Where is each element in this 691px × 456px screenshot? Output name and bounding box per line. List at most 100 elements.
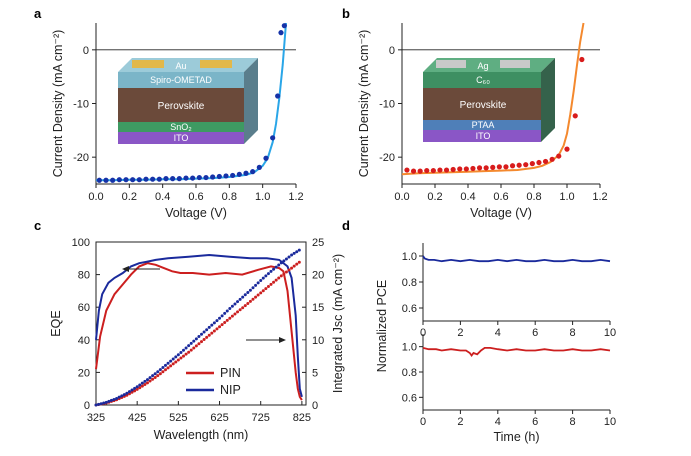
jsc-dot [143,382,147,386]
jsc-dot [284,270,288,274]
jsc-dot [197,342,201,346]
data-point [523,162,529,168]
etl-label: SnO₂ [170,122,192,132]
jsc-dot [297,248,301,252]
panel-c: c 325 425 525 625 725 82502040608010005101520… [34,218,345,442]
jsc-dot [197,335,201,339]
y2-tick-label: 5 [312,367,318,379]
x-tick-label: 1.2 [592,191,607,203]
data-point [529,161,535,167]
data-point [170,176,176,182]
jsc-dot [174,360,178,364]
jsc-dot [210,331,214,335]
data-point [572,113,578,119]
data-point [281,23,287,29]
jsc-dot [148,376,152,380]
jsc-dot [284,257,288,261]
fit-curve [401,22,585,176]
jsc-dot [158,372,162,376]
jsc-dot [297,260,301,264]
panel-b: b 0.0 0.2 0.4 0.6 0.8 1.0 1.2 0 -10 -20 Voltage (V… [342,6,608,220]
pce-trace [422,347,611,358]
jsc-dot [156,370,160,374]
data-point [176,176,182,182]
y-tick-label: 0 [389,45,395,57]
data-point [404,167,410,173]
y-tick-label: 0.8 [402,277,417,289]
data-point [96,177,102,183]
jsc-dot [200,340,204,344]
data-point [490,164,496,170]
jsc-dot [169,359,173,363]
jsc-dot [225,309,229,313]
data-point [216,173,222,180]
data-point [275,93,281,99]
x-tick-label: 6 [532,327,538,339]
jsc-dot [127,390,131,394]
y-tick-label: 0 [83,45,89,57]
jsc-dot [266,284,270,288]
x-tick-label: 525 [169,412,187,424]
jsc-dot [151,377,155,381]
y-tick-label: 1.0 [402,251,417,263]
x-tick-label: 2 [457,416,463,428]
jsc-dot [264,287,268,291]
jsc-dot [102,401,106,405]
x-tick-label: 1.0 [559,191,574,203]
jsc-dot [277,276,281,280]
data-point [556,153,562,159]
legend: PIN NIP [186,366,241,397]
htl-layer [423,120,541,130]
data-point [116,177,122,183]
data-point [163,176,169,182]
legend-label: NIP [220,383,241,397]
jsc-dot [264,274,268,278]
jsc-dot [287,268,291,272]
jsc-dot [122,393,126,397]
perovskite-layer [423,88,541,120]
data-point [579,56,585,63]
eqe-curve [95,253,303,398]
jsc-dot [135,387,139,391]
jsc-dot [254,283,258,287]
device-stack-inset-a: Au Spiro-OMETAD Perovskite SnO₂ ITO [118,58,258,144]
jsc-dot [236,300,240,304]
jsc-dot [130,388,134,392]
data-point [136,177,142,183]
htl-layer [118,72,244,88]
jsc-dot [189,348,193,352]
data-point [190,175,196,181]
jsc-dot [238,308,242,312]
device-stack-inset-b: Ag C₆₀ Perovskite PTAA ITO [423,58,555,142]
jsc-dot [135,385,139,389]
jsc-dot [292,251,296,255]
jsc-dot [282,259,286,263]
y-tick-label: 0.6 [402,303,417,315]
jsc-dot [248,288,252,292]
jsc-dot [277,263,281,267]
x-tick-label: 10 [604,416,616,428]
jsc-dot [153,375,157,379]
jsc-dot [290,253,294,257]
data-point [463,166,469,172]
jsc-dot [130,390,134,394]
jsc-dot [99,402,103,406]
jsc-dot [223,321,227,325]
plot-frame [95,241,307,406]
y-tick-label: -10 [379,99,395,111]
jsc-dot [207,333,211,337]
data-point [443,167,450,173]
panel-letter-d: d [342,218,350,233]
jsc-dot [176,353,180,357]
jsc-dot [230,314,234,318]
jsc-dot [179,351,183,355]
x-axis-label: Voltage (V) [165,206,227,220]
x-tick-label: 8 [570,416,576,428]
jsc-dot [241,295,245,299]
x-tick-label: 325 [87,412,105,424]
jsc-dot [143,379,147,383]
x-axis-label: Time (h) [493,430,539,444]
jsc-dot [148,379,152,383]
